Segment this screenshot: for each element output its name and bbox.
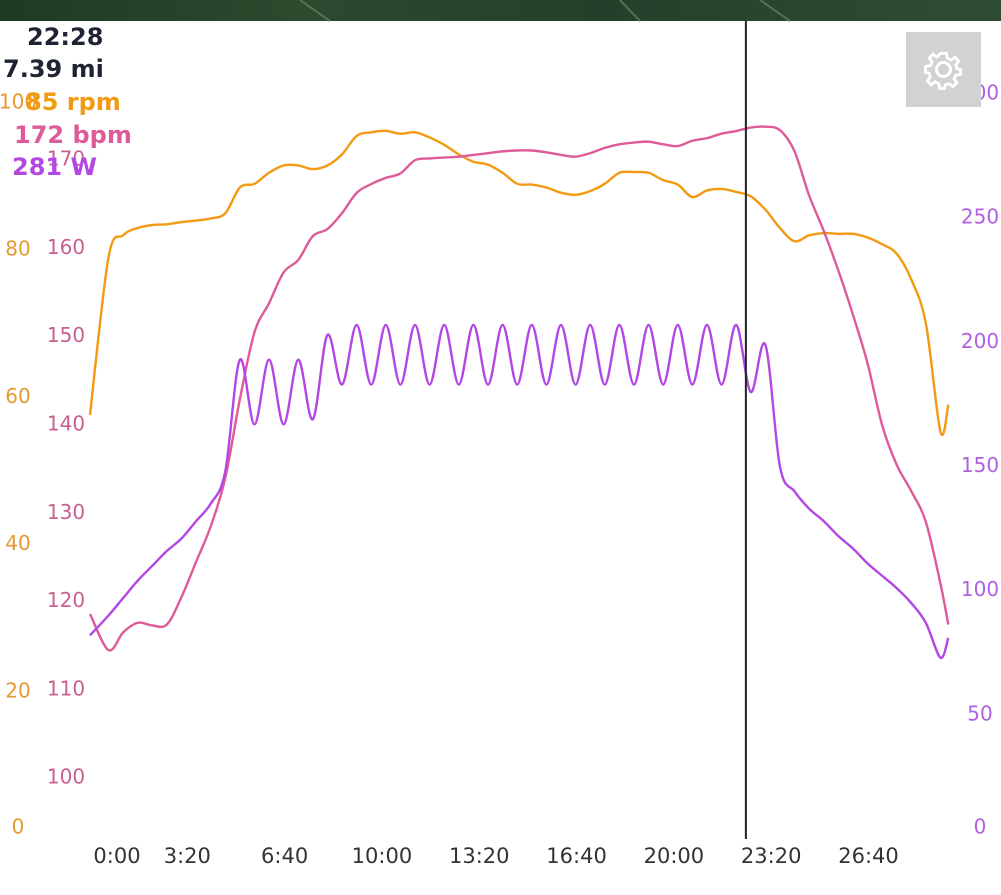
y3-tick-label: 170 <box>47 147 85 171</box>
y3-tick-label: 110 <box>47 676 85 700</box>
y2-tick-label: 250 <box>961 205 999 229</box>
x-tick-label: 16:40 <box>546 844 607 868</box>
y3-tick-label: 120 <box>47 588 85 612</box>
x-tick-label: 26:40 <box>838 844 899 868</box>
gear-icon[interactable] <box>924 51 963 90</box>
y2-tick-label: 100 <box>961 577 999 601</box>
y-tick-label: 20 <box>5 678 30 702</box>
x-tick-label: 13:20 <box>449 844 510 868</box>
axes: 0 20 40 60 80 100 100 110 120 130 140 150 160 170 0 50 1… <box>0 81 999 869</box>
settings-button[interactable] <box>906 32 981 107</box>
y2-tick-label: 200 <box>961 329 999 353</box>
series-line <box>88 129 950 436</box>
x-tick-label: 23:20 <box>741 844 802 868</box>
y2-tick-label: 0 <box>974 815 987 839</box>
y2-tick-label: 150 <box>961 453 999 477</box>
overlay: 22:28 7.39 mi 85 rpm 172 bpm 281 W <box>3 21 747 839</box>
map-texture <box>299 0 791 22</box>
y-tick-label: 40 <box>5 531 30 555</box>
y-tick-label: 100 <box>0 89 37 113</box>
x-tick-label: 6:40 <box>261 844 308 868</box>
readout: 85 rpm <box>25 88 121 116</box>
x-tick-label: 0:00 <box>93 844 140 868</box>
y2-tick-label: 50 <box>967 701 992 725</box>
y3-tick-label: 160 <box>47 235 85 259</box>
series-line <box>88 125 950 652</box>
y-tick-label: 60 <box>5 384 30 408</box>
settings-bg[interactable] <box>906 32 981 107</box>
x-tick-label: 20:00 <box>644 844 705 868</box>
y3-tick-label: 150 <box>47 323 85 347</box>
x-tick-label: 3:20 <box>164 844 211 868</box>
readout: 22:28 <box>27 23 103 51</box>
readout: 172 bpm <box>14 121 132 149</box>
readout: 281 W <box>12 153 97 181</box>
y3-tick-label: 100 <box>47 765 85 789</box>
series-line <box>89 323 950 659</box>
y3-tick-label: 130 <box>47 500 85 524</box>
y3-tick-label: 140 <box>47 412 85 436</box>
x-tick-label: 10:00 <box>352 844 413 868</box>
readout: 7.39 mi <box>3 55 104 83</box>
y-tick-label: 0 <box>12 815 25 839</box>
y-tick-label: 80 <box>5 237 30 261</box>
lines <box>88 125 950 659</box>
map-strip <box>0 0 1001 21</box>
